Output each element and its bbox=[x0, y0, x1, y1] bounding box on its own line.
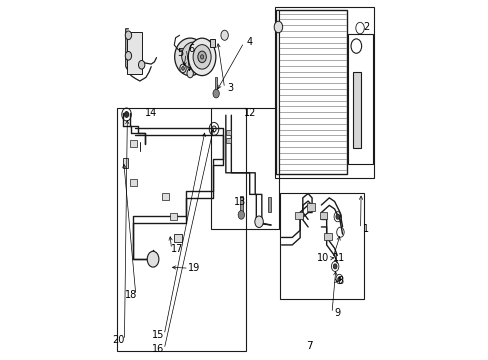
Circle shape bbox=[182, 67, 184, 70]
Circle shape bbox=[147, 251, 159, 267]
Circle shape bbox=[200, 55, 203, 59]
Text: 6: 6 bbox=[188, 44, 194, 54]
Circle shape bbox=[221, 30, 228, 40]
Bar bbox=[130, 140, 136, 147]
Text: 1: 1 bbox=[363, 224, 369, 234]
Text: 17: 17 bbox=[170, 244, 183, 254]
Circle shape bbox=[188, 38, 215, 76]
Bar bbox=[122, 158, 128, 168]
Text: 8: 8 bbox=[337, 276, 343, 286]
Circle shape bbox=[198, 51, 206, 63]
Bar bbox=[275, 10, 346, 174]
Text: 20: 20 bbox=[112, 335, 124, 345]
Bar bbox=[352, 72, 360, 148]
Bar bbox=[170, 213, 177, 220]
Circle shape bbox=[125, 31, 131, 40]
Ellipse shape bbox=[182, 42, 203, 68]
Circle shape bbox=[180, 64, 186, 73]
Text: 11: 11 bbox=[332, 253, 344, 264]
Text: 19: 19 bbox=[187, 263, 200, 273]
Circle shape bbox=[238, 211, 244, 219]
Text: 13: 13 bbox=[233, 197, 245, 207]
Text: 3: 3 bbox=[226, 83, 232, 93]
Text: 9: 9 bbox=[333, 308, 340, 318]
Bar bbox=[130, 179, 136, 186]
Circle shape bbox=[186, 69, 193, 78]
Bar bbox=[214, 77, 217, 93]
Bar bbox=[319, 212, 327, 219]
Text: 10: 10 bbox=[316, 253, 328, 264]
Bar bbox=[209, 39, 215, 47]
Circle shape bbox=[138, 60, 144, 69]
Text: 18: 18 bbox=[125, 290, 137, 300]
Circle shape bbox=[274, 21, 282, 33]
Text: 15: 15 bbox=[152, 330, 164, 340]
Bar bbox=[126, 32, 142, 74]
Circle shape bbox=[337, 277, 340, 281]
Circle shape bbox=[193, 45, 211, 69]
Bar bbox=[280, 193, 363, 299]
Bar bbox=[274, 7, 374, 178]
Bar bbox=[306, 203, 315, 211]
Bar bbox=[324, 233, 331, 240]
Bar bbox=[211, 108, 278, 229]
Text: 4: 4 bbox=[246, 37, 252, 48]
Text: 7: 7 bbox=[305, 341, 312, 351]
Bar bbox=[174, 234, 182, 242]
Bar bbox=[117, 108, 245, 351]
Circle shape bbox=[213, 89, 219, 98]
Text: 2: 2 bbox=[363, 22, 369, 32]
Circle shape bbox=[335, 214, 339, 219]
Text: 16: 16 bbox=[152, 344, 164, 354]
Bar bbox=[162, 193, 169, 200]
Bar bbox=[347, 34, 372, 164]
Bar bbox=[268, 197, 270, 212]
Text: 14: 14 bbox=[145, 108, 157, 118]
Circle shape bbox=[124, 112, 128, 117]
Bar bbox=[275, 10, 278, 174]
Bar bbox=[226, 138, 231, 143]
Circle shape bbox=[125, 51, 131, 60]
Bar bbox=[239, 196, 243, 214]
Ellipse shape bbox=[174, 38, 205, 76]
Circle shape bbox=[333, 264, 336, 269]
Text: 5: 5 bbox=[177, 48, 183, 58]
Bar bbox=[226, 130, 231, 135]
Text: 12: 12 bbox=[244, 108, 256, 118]
Circle shape bbox=[254, 216, 263, 228]
Bar bbox=[295, 212, 303, 219]
